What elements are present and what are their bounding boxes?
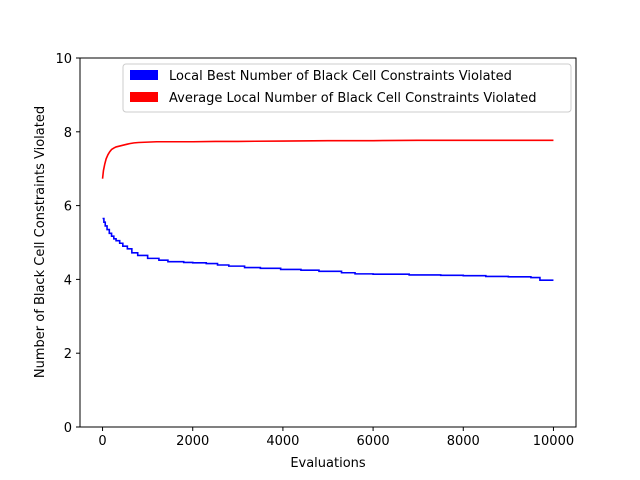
legend-label-local-best: Local Best Number of Black Cell Constrai… (169, 69, 512, 84)
legend: Local Best Number of Black Cell Constrai… (122, 63, 572, 113)
y-axis-label: Number of Black Cell Constraints Violate… (33, 106, 48, 378)
x-tick-label: 8000 (447, 434, 480, 449)
y-tick-label: 4 (64, 273, 72, 288)
x-axis-label: Evaluations (290, 456, 366, 471)
legend-swatch-average-local (130, 92, 158, 102)
y-tick-label: 6 (64, 200, 72, 215)
x-tick-label: 6000 (357, 434, 390, 449)
legend-frame (122, 63, 572, 113)
y-tick-label: 10 (55, 52, 72, 67)
plot-area (101, 139, 554, 281)
x-tick-label: 2000 (176, 434, 209, 449)
series-line-0 (102, 217, 554, 281)
series-line-1 (101, 139, 554, 179)
y-tick-label: 0 (64, 421, 72, 436)
y-tick-label: 8 (64, 126, 72, 141)
y-tick-label: 2 (64, 347, 72, 362)
axes: 0 2000 4000 6000 8000 10000 0 2 4 6 8 10 (55, 52, 577, 449)
x-tick-label: 4000 (266, 434, 299, 449)
legend-label-average-local: Average Local Number of Black Cell Const… (169, 91, 537, 106)
legend-swatch-local-best (130, 70, 158, 80)
axes-frame (79, 57, 577, 428)
x-tick-label: 10000 (533, 434, 574, 449)
x-tick-label: 0 (98, 434, 106, 449)
